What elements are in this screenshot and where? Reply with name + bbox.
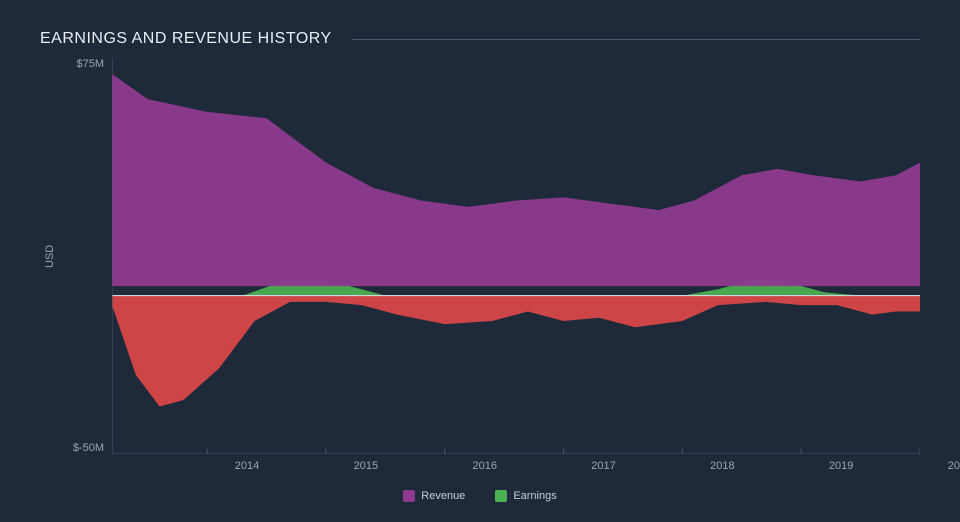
- y-axis-label: USD: [40, 58, 60, 454]
- x-tick: 2016: [472, 460, 496, 472]
- legend-label-earnings: Earnings: [513, 490, 556, 502]
- x-axis-ticks: 2014 2015 2016 2017 2018 2019 2020: [152, 460, 960, 476]
- chart-title: EARNINGS AND REVENUE HISTORY: [40, 30, 332, 48]
- legend-item-revenue: Revenue: [403, 490, 465, 502]
- plot-svg: [112, 58, 920, 454]
- y-tick-bottom: $-50M: [60, 442, 104, 454]
- x-tick: 2014: [235, 460, 259, 472]
- legend-item-earnings: Earnings: [495, 490, 556, 502]
- chart-container: EARNINGS AND REVENUE HISTORY USD $75M $-…: [0, 0, 960, 522]
- x-tick: 2015: [354, 460, 378, 472]
- plot-region: [112, 58, 920, 454]
- title-row: EARNINGS AND REVENUE HISTORY: [40, 30, 920, 48]
- legend-swatch-earnings: [495, 490, 507, 502]
- y-tick-top: $75M: [60, 58, 104, 70]
- title-divider: [352, 39, 920, 40]
- legend-label-revenue: Revenue: [421, 490, 465, 502]
- y-axis-ticks: $75M $-50M: [60, 58, 112, 454]
- x-tick: 2019: [829, 460, 853, 472]
- legend-swatch-revenue: [403, 490, 415, 502]
- x-tick: 2020: [948, 460, 960, 472]
- x-tick: 2018: [710, 460, 734, 472]
- chart-area: USD $75M $-50M: [40, 58, 920, 454]
- x-tick: 2017: [591, 460, 615, 472]
- legend: Revenue Earnings: [40, 490, 920, 502]
